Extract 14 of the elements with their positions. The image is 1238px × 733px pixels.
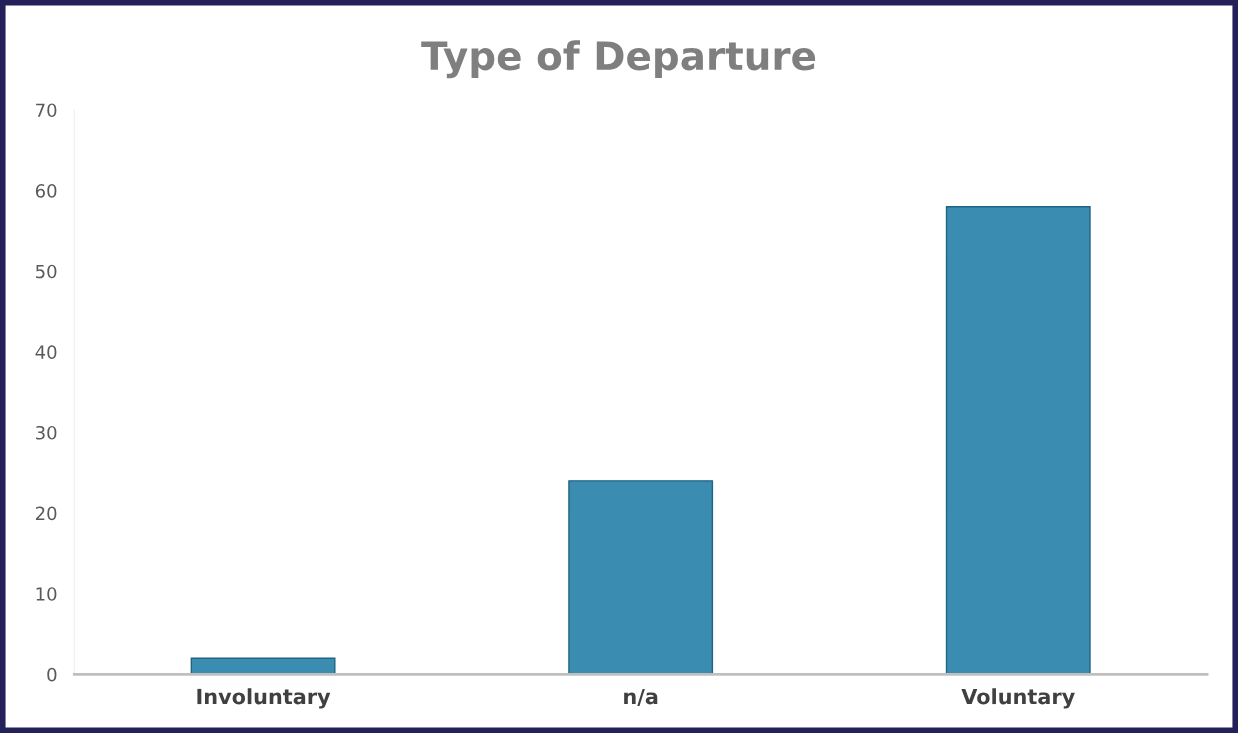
y-tick-label: 0 — [47, 667, 57, 682]
x-tick-label: n/a — [624, 688, 658, 707]
bar — [568, 480, 714, 675]
x-tick-label: Voluntary — [961, 688, 1075, 709]
y-tick-label: 60 — [35, 184, 57, 198]
y-tick-label: 30 — [36, 425, 57, 440]
y-tick-label: 40 — [35, 345, 57, 359]
y-tick-label: 10 — [36, 587, 57, 601]
x-tick-label: Involuntary — [197, 688, 331, 709]
y-tick-label: 20 — [35, 506, 57, 521]
chart-title: Type of Departure — [421, 40, 816, 79]
bar — [945, 206, 1091, 675]
y-tick-label: 70 — [36, 103, 57, 118]
y-tick-label: 50 — [36, 264, 57, 279]
